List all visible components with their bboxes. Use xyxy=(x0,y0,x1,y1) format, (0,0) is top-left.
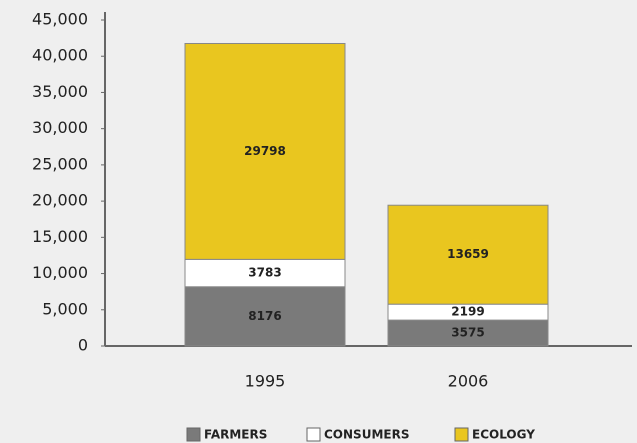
bar-segment xyxy=(184,42,346,260)
y-tick-label: 40,000 xyxy=(32,46,88,65)
x-tick-label: 2006 xyxy=(448,372,489,391)
data-label: 2199 xyxy=(451,305,484,319)
data-label: 29798 xyxy=(244,144,286,158)
data-label: 13659 xyxy=(447,247,489,261)
legend-label: FARMERS xyxy=(204,428,267,442)
bar-segment xyxy=(184,286,346,347)
y-tick-label: 20,000 xyxy=(32,191,88,210)
data-label: 3575 xyxy=(451,326,484,340)
legend-label: CONSUMERS xyxy=(324,428,409,442)
y-tick-label: 10,000 xyxy=(32,263,88,282)
bar-segment xyxy=(387,204,549,305)
y-tick-label: 25,000 xyxy=(32,154,88,173)
y-tick-label: 30,000 xyxy=(32,118,88,137)
y-tick-label: 5,000 xyxy=(42,299,88,318)
y-tick-label: 45,000 xyxy=(32,10,88,29)
legend-swatch xyxy=(306,427,321,442)
legend-swatch xyxy=(454,427,469,442)
x-tick-label: 1995 xyxy=(245,372,286,391)
data-label: 8176 xyxy=(248,309,281,323)
y-tick-label: 35,000 xyxy=(32,82,88,101)
data-label: 3783 xyxy=(248,266,281,280)
legend-swatch xyxy=(186,427,201,442)
y-tick-label: 15,000 xyxy=(32,227,88,246)
legend-label: ECOLOGY xyxy=(472,428,535,442)
y-tick-label: 0 xyxy=(78,336,88,355)
